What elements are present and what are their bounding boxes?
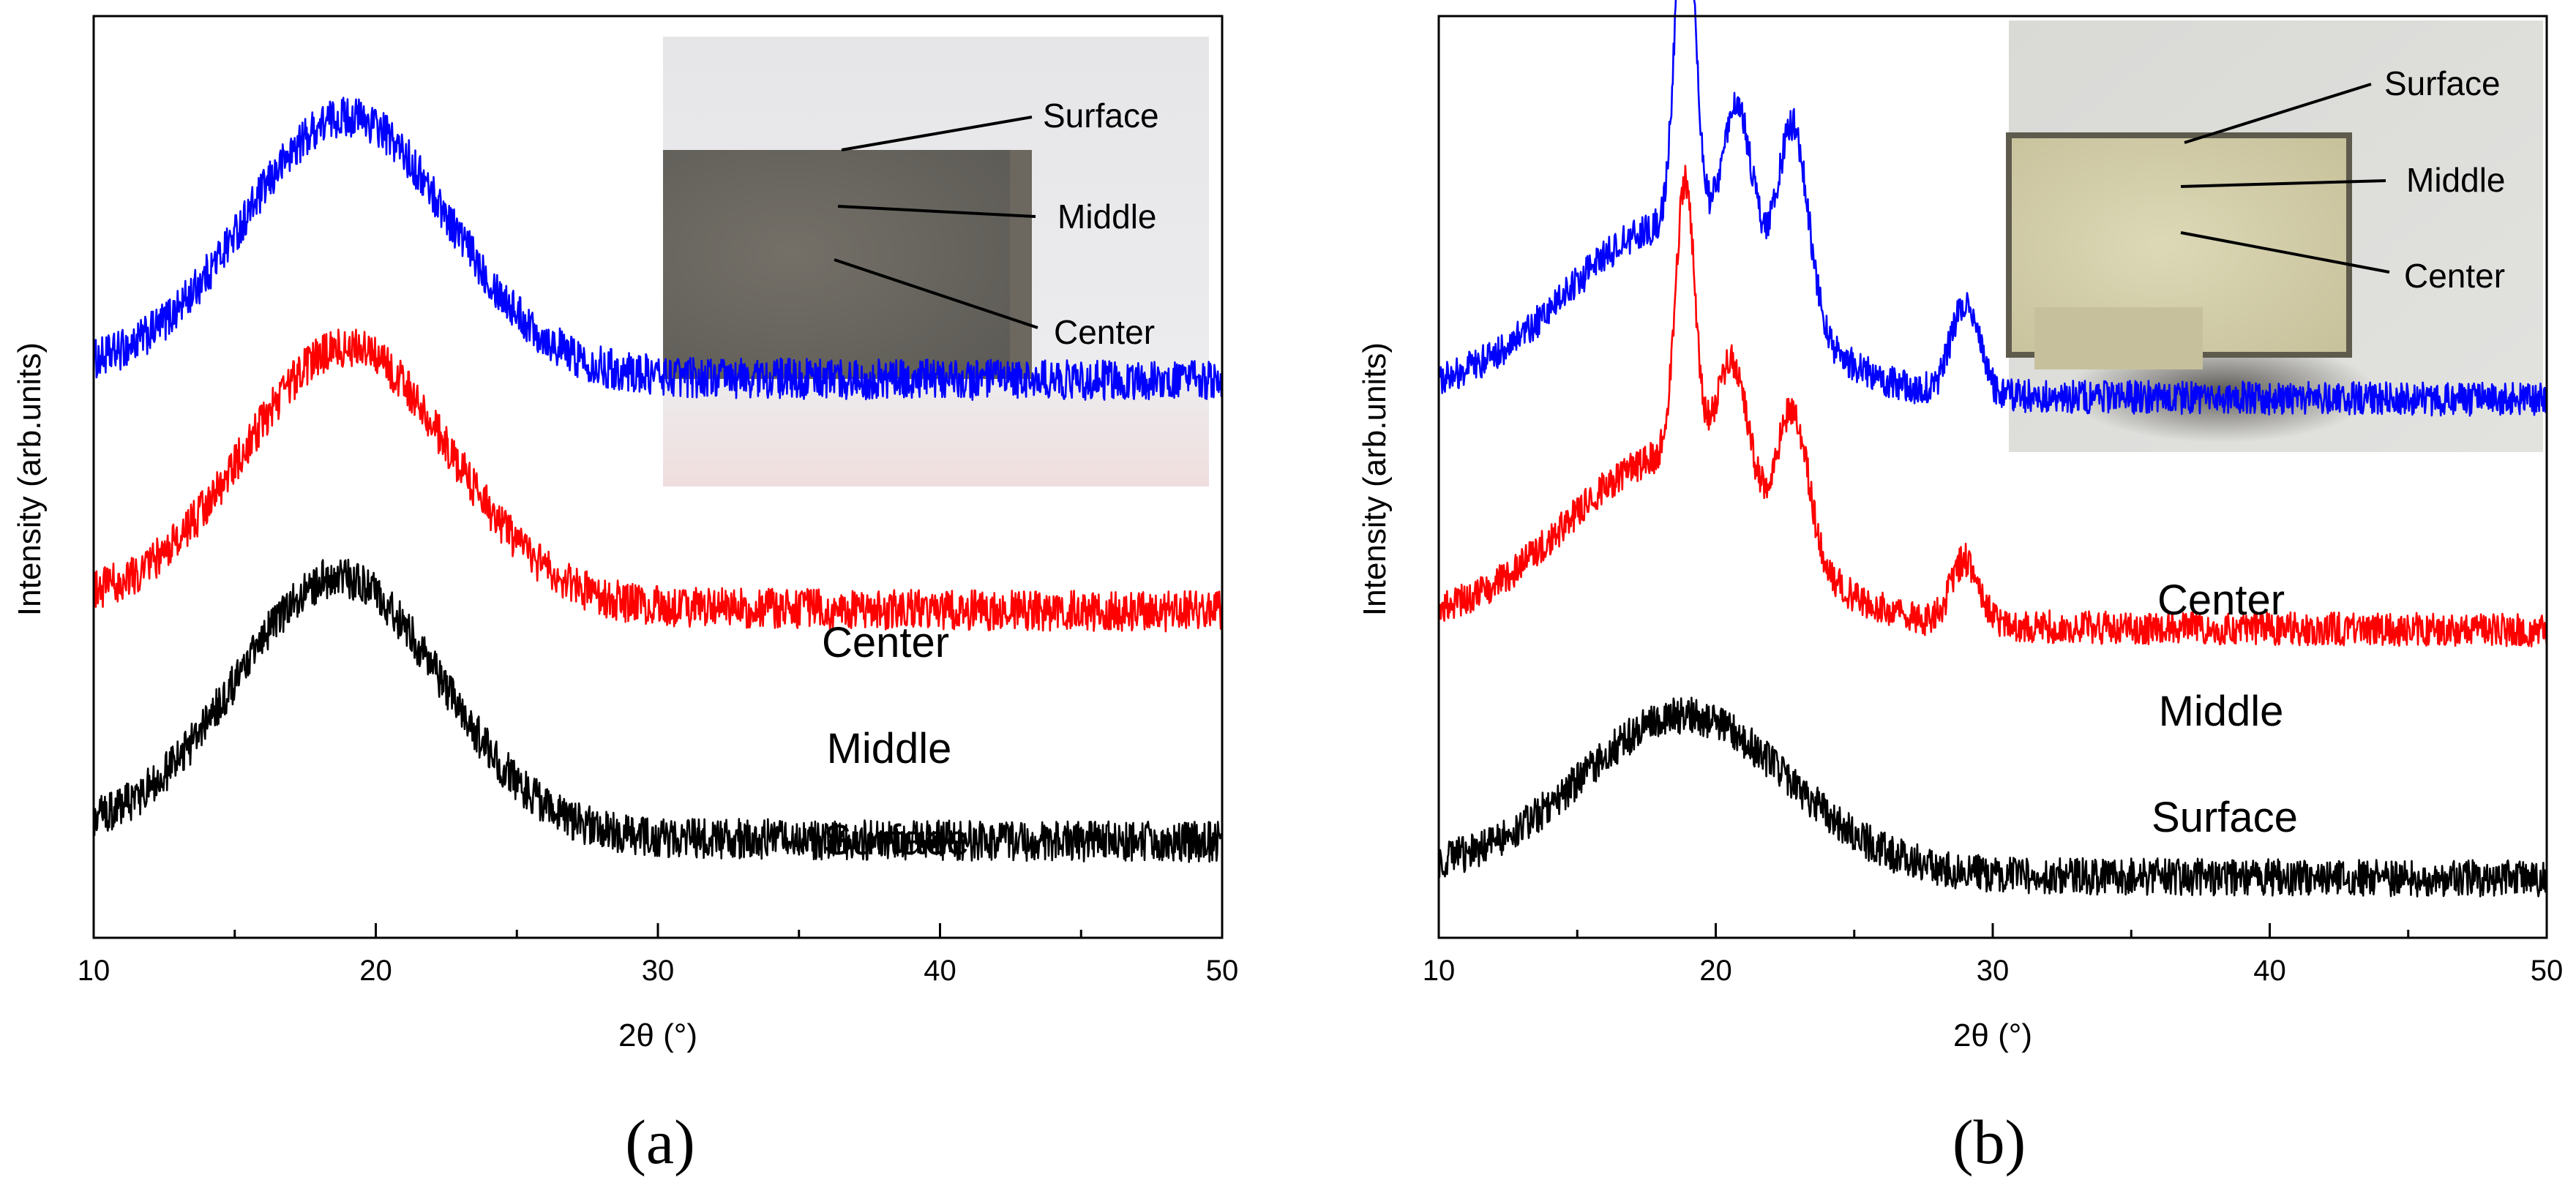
sample-block-lower-b xyxy=(2034,307,2203,369)
x-axis-a: 10 20 30 40 50 xyxy=(78,923,1239,987)
series-a xyxy=(92,97,1224,863)
x-axis-b: 10 20 30 40 50 xyxy=(1423,923,2564,987)
inset-photo-b: Surface Middle Center xyxy=(2006,20,2543,452)
x-tick-label-a-40: 40 xyxy=(924,955,956,987)
x-tick-label-b-50: 50 xyxy=(2531,955,2564,987)
leader-line-surface-b xyxy=(2184,83,2372,144)
series-label-center-b: Center xyxy=(2157,576,2285,624)
panel-b: Intensity (arb.units) Surface Middle Cen… xyxy=(1357,0,2563,1177)
panel-label-a: (a) xyxy=(625,1107,694,1177)
panel-a: Intensity (arb.units) Surface Middle Cen… xyxy=(12,15,1239,1177)
leader-line-middle-b xyxy=(2180,179,2386,188)
x-tick-label-a-30: 30 xyxy=(642,955,675,987)
x-tick-label-b-40: 40 xyxy=(2253,955,2286,987)
sample-block-edge-a xyxy=(1010,150,1032,379)
inset-label-surface-b: Surface xyxy=(2384,64,2501,102)
x-axis-title-a: 2θ (°) xyxy=(618,1018,697,1053)
series-label-surface-a: Surface xyxy=(823,816,970,864)
leader-line-middle-a xyxy=(837,205,1036,218)
leader-line-center-b xyxy=(2180,231,2390,274)
x-tick-label-a-50: 50 xyxy=(1206,955,1239,987)
inset-label-surface-a: Surface xyxy=(1043,97,1159,135)
series-line-center-a xyxy=(92,97,1224,401)
y-axis-title-b: Intensity (arb.units) xyxy=(1357,342,1393,616)
x-tick-label-a-20: 20 xyxy=(359,955,392,987)
series-label-middle-b: Middle xyxy=(2159,688,2284,735)
leader-line-center-a xyxy=(834,258,1038,329)
x-tick-label-b-20: 20 xyxy=(1699,955,1732,987)
panel-label-b: (b) xyxy=(1952,1107,2026,1177)
inset-label-middle-b: Middle xyxy=(2406,161,2506,199)
series-line-middle-b xyxy=(1437,165,2548,647)
x-tick-label-a-10: 10 xyxy=(78,955,111,987)
x-axis-title-b: 2θ (°) xyxy=(1953,1018,2032,1053)
series-label-middle-a: Middle xyxy=(827,725,952,772)
x-tick-label-b-30: 30 xyxy=(1977,955,2010,987)
inset-label-center-b: Center xyxy=(2404,257,2505,295)
series-line-center-b xyxy=(1438,0,2547,417)
inset-label-center-a: Center xyxy=(1054,313,1155,351)
inset-label-middle-a: Middle xyxy=(1057,198,1157,236)
x-tick-label-b-10: 10 xyxy=(1423,955,1456,987)
series-label-center-a: Center xyxy=(822,619,949,666)
series-b xyxy=(1437,0,2548,898)
series-line-surface-b xyxy=(1438,696,2548,898)
series-label-surface-b: Surface xyxy=(2152,794,2298,841)
leader-line-surface-a xyxy=(841,116,1033,151)
inset-photo-a: Surface Middle Center xyxy=(663,37,1209,486)
series-line-middle-a xyxy=(92,328,1224,633)
series-line-surface-a xyxy=(92,558,1224,863)
y-axis-title-a: Intensity (arb.units) xyxy=(12,342,48,616)
